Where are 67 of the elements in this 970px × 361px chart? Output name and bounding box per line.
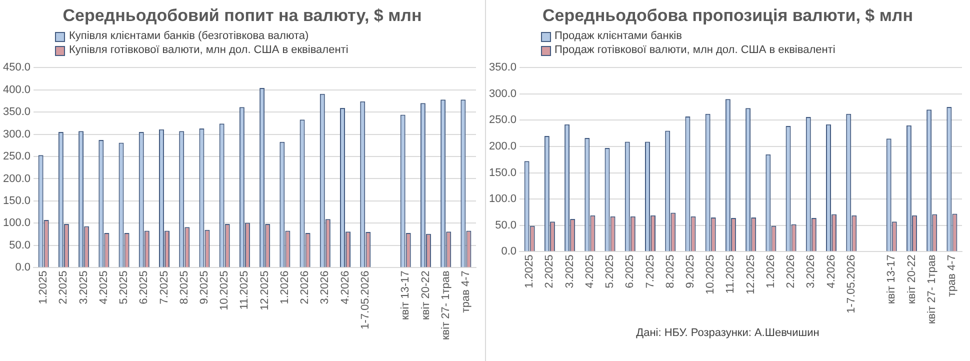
- x-tick-label: 5.2025: [118, 270, 130, 304]
- x-tick-label: 10.2025: [704, 254, 716, 294]
- y-tick-label: 200.0: [488, 140, 516, 152]
- x-tick-label: 1.2026: [278, 270, 291, 304]
- x-tick-label: 2.2026: [299, 270, 312, 304]
- x-tick-label: 1-7.05.2026: [359, 270, 372, 330]
- x-tick-label: 11.2025: [724, 254, 736, 294]
- legend-label: Продаж готівкової валюти, млн дол. США в еквіваленті: [554, 44, 836, 56]
- y-tick-label: 300.0: [2, 128, 31, 140]
- y-tick-label: 350.0: [488, 62, 516, 74]
- x-tick-label: 9.2025: [684, 254, 696, 288]
- x-tick-label: 12.2025: [744, 254, 756, 294]
- y-tick-label: 50.0: [9, 239, 31, 252]
- x-tick-label: квіт 27- 1трав: [925, 254, 938, 324]
- x-tick-label: квіт 13-17: [400, 270, 412, 320]
- x-tick-label: 5.2025: [604, 254, 616, 288]
- x-tick-label: 1.2026: [764, 254, 776, 288]
- chart-title: Середньодобовий попит на валюту, $ млн: [62, 5, 423, 27]
- x-tick-label: 4.2025: [583, 254, 596, 288]
- x-tick-label: 4.2025: [98, 270, 110, 304]
- y-tick-label: 50.0: [494, 219, 516, 232]
- x-tick-label: 8.2025: [178, 270, 190, 304]
- y-tick-label: 250.0: [2, 150, 31, 163]
- x-tick-label: 3.2026: [319, 270, 332, 304]
- y-tick-label: 150.0: [2, 194, 31, 207]
- y-tick-label: 400.0: [2, 84, 31, 96]
- x-tick-label: 3.2025: [563, 254, 576, 288]
- y-tick-label: 300.0: [488, 88, 516, 100]
- x-tick-label: 6.2025: [138, 270, 150, 304]
- text: Дані: НБУ. Розразунки: А.Шевчишин: [635, 327, 820, 339]
- x-tick-label: 7.2025: [644, 254, 656, 288]
- x-tick-label: 8.2025: [664, 254, 676, 288]
- chart-title: Середньодобова пропозиція валюти, $ млн: [541, 5, 914, 27]
- x-tick-label: трав 4-7: [460, 270, 472, 313]
- x-tick-label: 4.2026: [339, 270, 352, 304]
- x-tick-label: 6.2025: [624, 254, 636, 288]
- y-tick-label: 0.0: [15, 262, 31, 274]
- x-tick-label: 11.2025: [238, 270, 251, 310]
- x-tick-label: 4.2026: [824, 254, 837, 288]
- x-tick-label: 10.2025: [218, 270, 231, 310]
- x-tick-label: 2.2026: [784, 254, 797, 288]
- legend-label: Купівля готівкової валюти, млн дол. США в еквіваленті: [69, 44, 348, 56]
- legend-label: Купівля клієнтами банків (безготівкова валюта): [69, 30, 309, 42]
- y-tick-label: 350.0: [2, 106, 31, 118]
- y-tick-label: 200.0: [2, 172, 31, 185]
- y-tick-label: 100.0: [488, 193, 516, 206]
- x-tick-label: квіт 13-17: [885, 254, 898, 304]
- x-tick-label: 2.2025: [58, 270, 70, 304]
- y-tick-label: 0.0: [500, 246, 516, 258]
- x-tick-label: 2.2025: [543, 254, 556, 288]
- x-tick-label: 1.2025: [38, 270, 50, 304]
- x-tick-label: квіт 27- 1трав: [440, 270, 452, 340]
- x-tick-label: 9.2025: [198, 270, 211, 304]
- y-tick-label: 450.0: [2, 62, 31, 74]
- legend-label: Продаж клієнтами банків: [554, 30, 682, 42]
- x-tick-label: квіт 20-22: [420, 270, 432, 320]
- y-tick-label: 150.0: [488, 166, 516, 179]
- x-tick-label: 7.2025: [158, 270, 170, 304]
- x-tick-label: 3.2025: [78, 270, 90, 304]
- x-tick-label: квіт 20-22: [905, 254, 918, 304]
- x-tick-label: 12.2025: [258, 270, 271, 310]
- x-tick-label: 1-7.05.2026: [844, 254, 857, 314]
- x-tick-label: трав 4-7: [945, 254, 958, 297]
- x-tick-label: 1.2025: [523, 254, 536, 288]
- x-tick-label: 3.2026: [804, 254, 817, 288]
- y-tick-label: 100.0: [2, 217, 31, 230]
- y-tick-label: 250.0: [488, 114, 516, 126]
